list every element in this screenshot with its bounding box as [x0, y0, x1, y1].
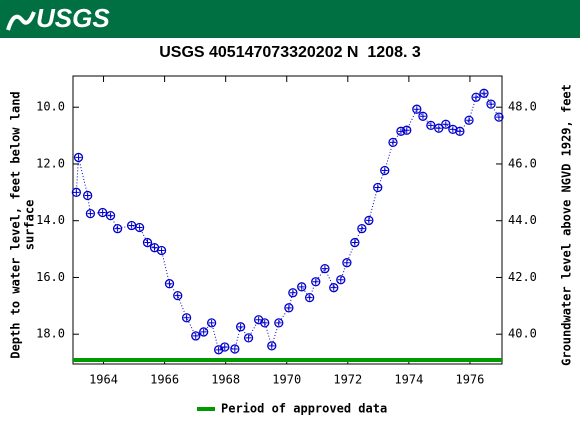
logo-icon: [6, 11, 36, 31]
data-point: [434, 123, 444, 133]
data-point: [311, 277, 321, 287]
data-point: [288, 288, 298, 298]
x-tick-label: 1970: [272, 373, 301, 387]
data-point: [380, 165, 390, 176]
x-tick-label: 1968: [211, 373, 240, 387]
data-point: [142, 237, 153, 248]
y-tick-label: 16.0: [36, 270, 65, 284]
logo-text: USGS: [36, 3, 110, 33]
data-point: [479, 88, 489, 98]
legend-label: Period of approved data: [221, 402, 387, 416]
data-point: [173, 290, 183, 301]
data-point: [149, 243, 160, 253]
y2-axis-label: Groundwater level above NGVD 1929, feet: [560, 84, 574, 366]
data-point: [426, 120, 436, 131]
data-point: [97, 207, 108, 218]
x-tick-label: 1964: [89, 373, 118, 387]
x-tick-label: 1974: [394, 373, 423, 387]
data-point: [112, 224, 123, 234]
y-tick-label: 14.0: [36, 213, 65, 227]
x-tick-label: 1972: [333, 373, 362, 387]
data-point: [126, 220, 137, 231]
data-point: [304, 292, 315, 303]
data-point: [364, 215, 374, 226]
data-point: [134, 222, 145, 233]
data-point: [373, 182, 383, 193]
data-point: [243, 333, 254, 343]
data-point: [83, 190, 93, 201]
x-tick-label: 1976: [455, 373, 484, 387]
data-point: [260, 318, 270, 328]
data-line: [75, 92, 500, 351]
data-point: [71, 187, 82, 197]
data-point: [191, 331, 201, 341]
data-point: [418, 111, 428, 121]
data-point: [164, 279, 175, 289]
data-point: [230, 344, 240, 354]
data-point: [235, 322, 246, 332]
data-point: [181, 313, 192, 323]
y-axis-label: surface: [23, 200, 37, 251]
data-point: [85, 208, 96, 219]
y-tick-label: 10.0: [36, 100, 65, 114]
data-point: [329, 283, 339, 293]
data-point: [297, 282, 307, 292]
data-point: [464, 115, 474, 125]
data-point: [455, 126, 465, 136]
data-point: [342, 258, 352, 268]
data-point: [388, 137, 398, 148]
y-axis-label: Depth to water level, feet below land: [9, 91, 23, 358]
data-point: [156, 245, 167, 256]
data-point: [213, 345, 224, 355]
data-point: [267, 341, 277, 351]
header-bar: [0, 0, 580, 38]
data-point: [105, 210, 116, 221]
y2-tick-label: 42.0: [508, 270, 537, 284]
data-point: [220, 342, 230, 352]
data-point: [73, 152, 84, 163]
data-point: [206, 318, 217, 328]
y2-tick-label: 40.0: [508, 327, 537, 341]
data-point: [284, 303, 294, 313]
data-point: [199, 327, 209, 337]
data-point: [402, 125, 412, 135]
chart-title: USGS 405147073320202 N 1208. 3: [159, 44, 421, 61]
y2-tick-label: 46.0: [508, 156, 537, 170]
data-point: [320, 264, 330, 274]
data-point: [471, 92, 481, 102]
data-point: [441, 119, 451, 129]
y2-tick-label: 44.0: [508, 213, 537, 227]
data-point: [412, 104, 422, 114]
data-point: [350, 237, 360, 248]
data-point: [336, 275, 346, 285]
data-point: [357, 224, 367, 234]
plot-frame: [72, 75, 503, 365]
data-point: [486, 99, 496, 109]
data-point: [494, 112, 504, 122]
y-tick-label: 18.0: [36, 327, 65, 341]
y2-tick-label: 48.0: [508, 100, 537, 114]
y-tick-label: 12.0: [36, 156, 65, 170]
x-tick-label: 1966: [150, 373, 179, 387]
data-point: [274, 318, 284, 328]
